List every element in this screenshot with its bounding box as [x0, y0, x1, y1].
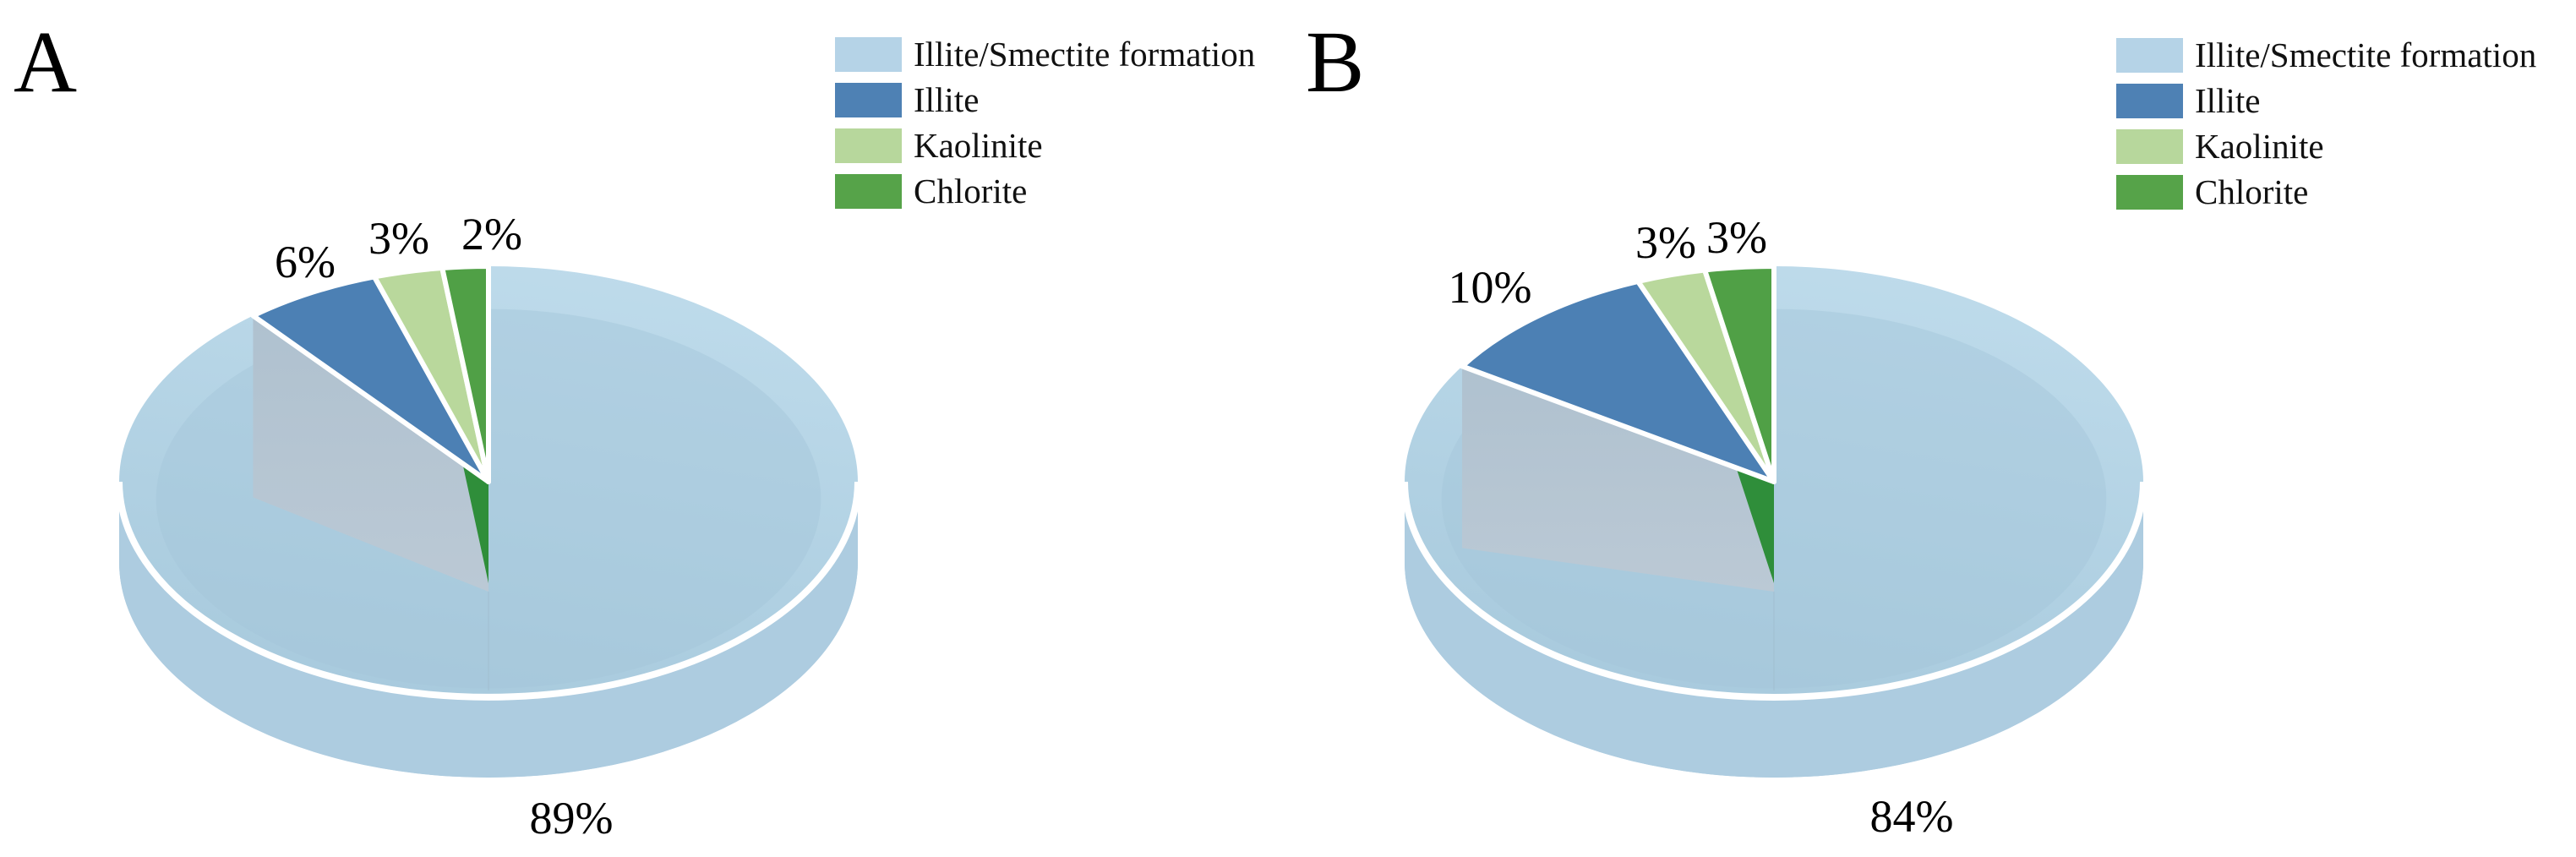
- pie-side-wall: [1405, 482, 2143, 778]
- legend-item: Illite: [835, 83, 1255, 117]
- pie-chart-b: 84% 10% 3% 3%: [1401, 212, 2147, 842]
- pie-slice-illite: [250, 274, 491, 484]
- legend-label: Chlorite: [2195, 172, 2309, 211]
- legend-label: Illite/Smectite formation: [914, 35, 1256, 74]
- value-label: 3%: [1706, 212, 1767, 263]
- legend-label: Illite: [914, 80, 980, 119]
- legend-item: Illite: [2116, 84, 2536, 118]
- pie-slice-illite: [1460, 278, 1776, 484]
- legend-swatch-chlorite: [835, 174, 902, 209]
- legend-label: Illite/Smectite formation: [2195, 35, 2537, 74]
- legend-item: Illite/Smectite formation: [835, 37, 1255, 72]
- pie-slice-chlorite: [1702, 264, 1776, 484]
- legend-swatch-illite-smectite: [835, 37, 902, 72]
- legend-swatch-kaolinite: [835, 128, 902, 163]
- pie-cut-face-main: [253, 315, 488, 592]
- legend-panel-b: Illite/Smectite formation Illite Kaolini…: [2116, 38, 2536, 210]
- pie-cut-face-main: [1462, 366, 1774, 592]
- pie-chart-a: 89% 6% 3% 2%: [116, 209, 861, 843]
- legend-item: Illite/Smectite formation: [2116, 38, 2536, 73]
- legend-swatch-illite: [2116, 84, 2183, 118]
- pie-slice-chlorite: [439, 264, 491, 484]
- legend-label: Kaolinite: [2195, 127, 2324, 166]
- legend-item: Chlorite: [2116, 175, 2536, 210]
- legend-item: Kaolinite: [835, 128, 1255, 163]
- legend-label: Kaolinite: [914, 126, 1043, 165]
- pie-front-seam: [116, 481, 861, 701]
- legend-item: Chlorite: [835, 174, 1255, 209]
- legend-label: Chlorite: [914, 172, 1028, 210]
- value-label: 3%: [368, 213, 429, 264]
- panel-label-b: B: [1306, 14, 1365, 111]
- panel-label-a: A: [14, 14, 78, 111]
- value-label: 3%: [1635, 217, 1696, 268]
- legend-swatch-kaolinite: [2116, 129, 2183, 164]
- value-label: 2%: [461, 209, 522, 259]
- value-label: 89%: [530, 793, 614, 843]
- legend-swatch-illite-smectite: [2116, 38, 2183, 73]
- pie-side-wall: [119, 482, 858, 778]
- legend-item: Kaolinite: [2116, 129, 2536, 164]
- legend-swatch-illite: [835, 83, 902, 117]
- legend-swatch-chlorite: [2116, 175, 2183, 210]
- legend-panel-a: Illite/Smectite formation Illite Kaolini…: [835, 37, 1255, 209]
- legend-label: Illite: [2195, 81, 2261, 120]
- value-label: 10%: [1449, 262, 1532, 313]
- value-label: 6%: [275, 237, 336, 287]
- value-label: 84%: [1870, 791, 1954, 842]
- pie-front-seam: [1401, 481, 2147, 701]
